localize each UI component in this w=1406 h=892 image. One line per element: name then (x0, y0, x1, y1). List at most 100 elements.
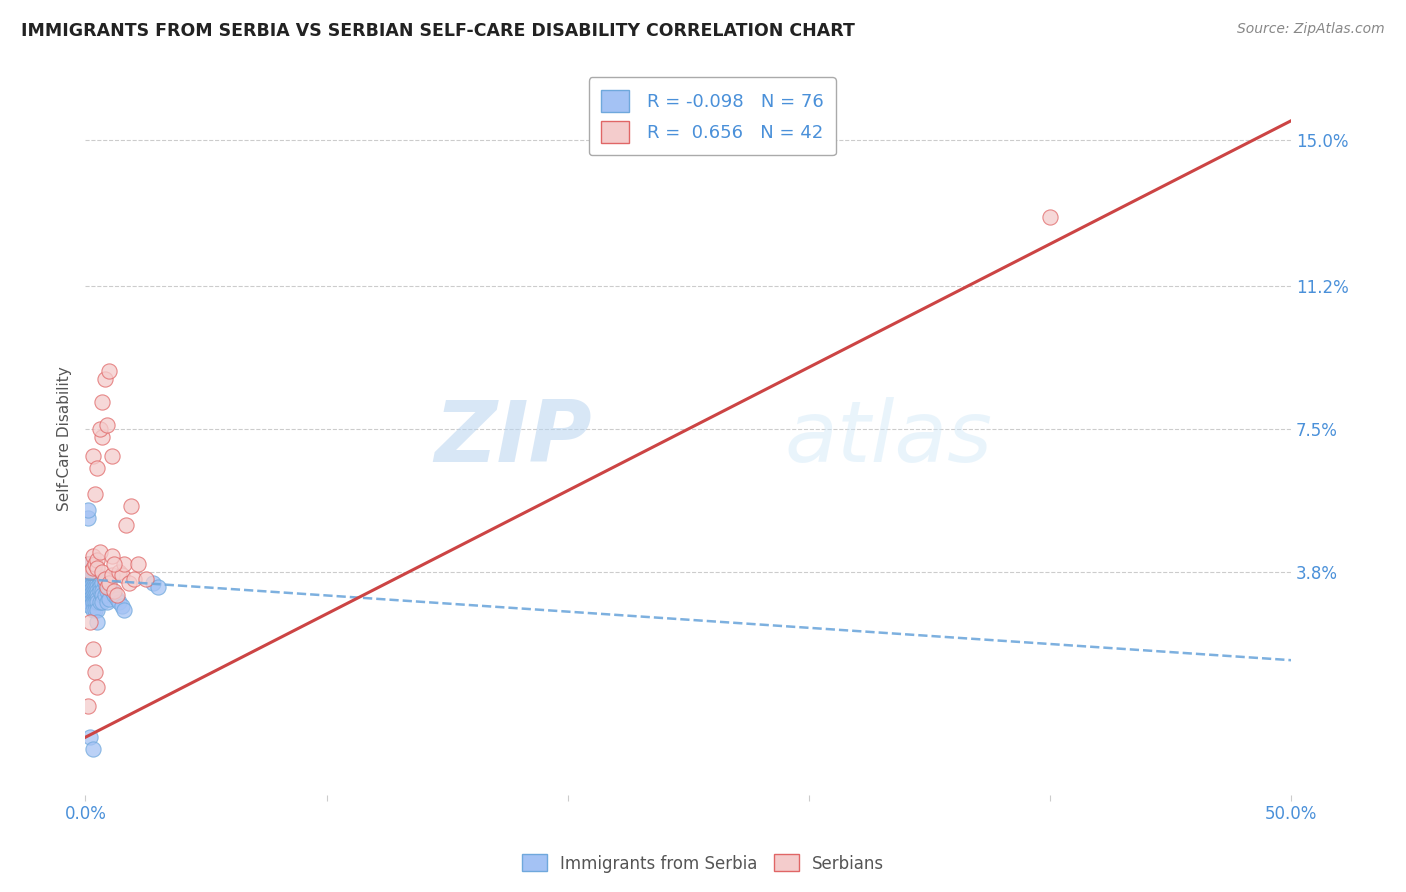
Point (76, 510, 98, 524)
Point (105, 591, 128, 606)
Text: Source: ZipAtlas.com: Source: ZipAtlas.com (1237, 22, 1385, 37)
Point (112, 557, 135, 571)
Point (82, 572, 104, 586)
Point (105, 588, 128, 602)
Point (82, 603, 104, 617)
Point (84, 603, 107, 617)
Point (79, 595, 101, 609)
Point (91, 565, 114, 579)
Point (82, 565, 104, 579)
Point (115, 518, 138, 533)
Point (82, 576, 104, 591)
Point (89, 576, 111, 591)
Point (84, 591, 107, 606)
Point (108, 595, 131, 609)
Point (86, 568, 108, 582)
Point (84, 568, 107, 582)
Point (103, 588, 125, 602)
Point (84, 583, 107, 598)
Point (86, 583, 108, 598)
Point (82, 591, 104, 606)
Point (76, 588, 98, 602)
Point (82, 580, 104, 594)
Point (86, 615, 108, 629)
Point (96, 583, 118, 598)
Point (84, 595, 107, 609)
Point (82, 449, 104, 463)
Point (86, 576, 108, 591)
Point (103, 557, 125, 571)
Point (79, 565, 101, 579)
Point (91, 595, 114, 609)
Point (82, 583, 104, 598)
Point (96, 595, 118, 609)
Point (89, 595, 111, 609)
Point (86, 572, 108, 586)
Point (89, 422, 111, 436)
Point (146, 580, 169, 594)
Point (93, 372, 115, 386)
Point (91, 395, 114, 409)
Point (101, 449, 124, 463)
Point (76, 568, 98, 582)
Legend: R = -0.098   N = 76, R =  0.656   N = 42: R = -0.098 N = 76, R = 0.656 N = 42 (589, 77, 837, 155)
Point (101, 583, 124, 598)
Point (82, 641, 104, 656)
Point (135, 572, 157, 586)
Point (84, 572, 107, 586)
Point (75, 576, 97, 591)
Point (93, 572, 115, 586)
Point (89, 580, 111, 594)
Point (84, 557, 107, 571)
Point (96, 580, 118, 594)
Point (79, 599, 101, 614)
Point (82, 741, 104, 756)
Point (86, 595, 108, 609)
Point (76, 572, 98, 586)
Point (79, 572, 101, 586)
Point (76, 565, 98, 579)
Point (76, 583, 98, 598)
Point (112, 603, 135, 617)
Point (82, 560, 104, 574)
Point (76, 503, 98, 517)
Text: IMMIGRANTS FROM SERBIA VS SERBIAN SELF-CARE DISABILITY CORRELATION CHART: IMMIGRANTS FROM SERBIA VS SERBIAN SELF-C… (21, 22, 855, 40)
Point (76, 591, 98, 606)
Point (79, 576, 101, 591)
Point (86, 591, 108, 606)
Point (84, 580, 107, 594)
Text: atlas: atlas (785, 397, 993, 480)
Point (98, 576, 121, 591)
Point (110, 568, 132, 582)
Point (79, 583, 101, 598)
Point (86, 553, 108, 567)
Point (118, 576, 141, 591)
Point (93, 576, 115, 591)
Point (110, 599, 132, 614)
Point (76, 576, 98, 591)
Point (89, 545, 111, 559)
Point (101, 549, 124, 563)
Point (101, 568, 124, 582)
Point (82, 595, 104, 609)
Point (79, 568, 101, 582)
Point (79, 580, 101, 594)
Point (1039, 210, 1062, 224)
Text: ZIP: ZIP (434, 397, 592, 480)
Point (142, 576, 165, 591)
Point (79, 731, 101, 745)
Point (98, 364, 121, 378)
Point (89, 583, 111, 598)
Point (96, 418, 118, 433)
Point (86, 460, 108, 475)
Point (84, 576, 107, 591)
Point (84, 588, 107, 602)
Point (98, 580, 121, 594)
Point (127, 557, 149, 571)
Point (108, 565, 131, 579)
Point (79, 591, 101, 606)
Point (120, 499, 142, 513)
Point (91, 583, 114, 598)
Point (86, 560, 108, 574)
Point (82, 568, 104, 582)
